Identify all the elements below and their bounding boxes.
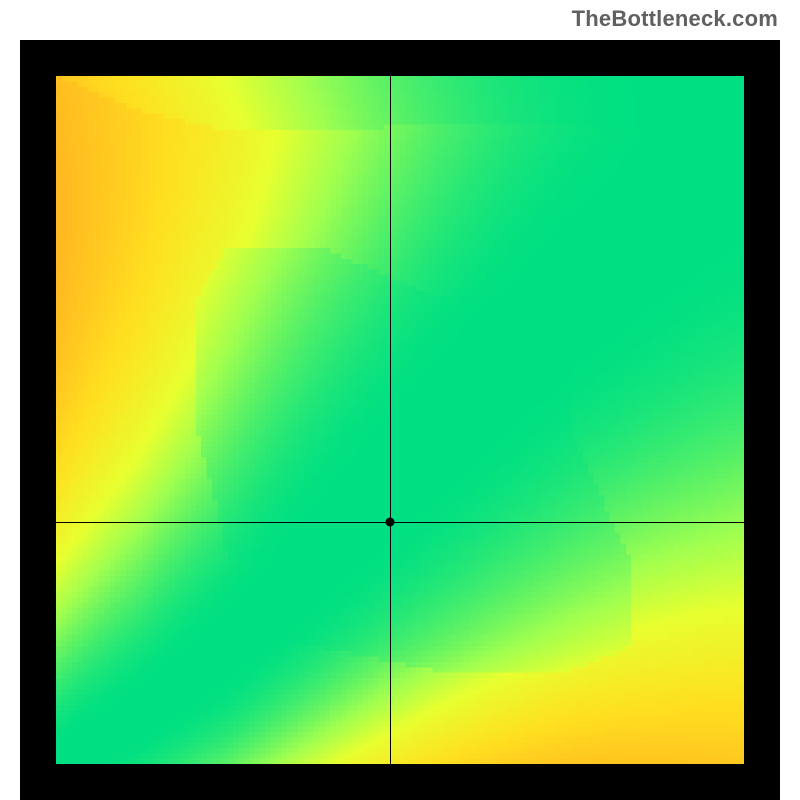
chart-container: TheBottleneck.com [0, 0, 800, 800]
heatmap-canvas [56, 76, 744, 764]
attribution-label: TheBottleneck.com [572, 6, 778, 32]
crosshair-horizontal [56, 522, 744, 523]
plot-frame [20, 40, 780, 800]
heatmap-plot [56, 76, 744, 764]
crosshair-vertical [390, 76, 391, 764]
crosshair-marker [385, 517, 394, 526]
